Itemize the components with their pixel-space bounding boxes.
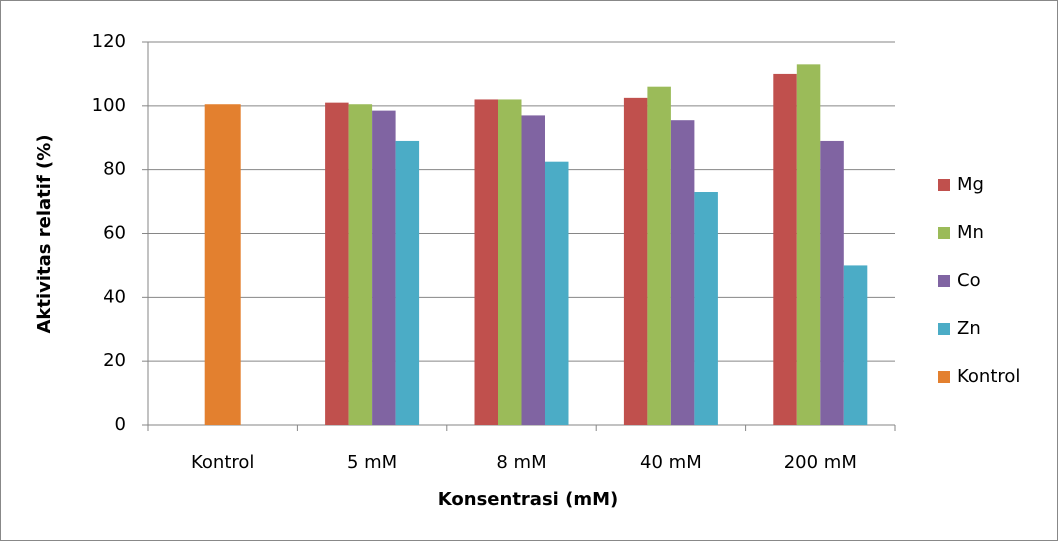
legend-label: Mn <box>957 222 984 243</box>
x-tick-label: Kontrol <box>191 452 254 473</box>
bar <box>797 64 821 425</box>
bar <box>694 192 718 425</box>
bar <box>325 103 349 425</box>
chart: Konsentrasi (mM) Aktivitas relatif (%) 0… <box>0 0 1059 542</box>
legend-swatch <box>938 275 950 287</box>
bar <box>205 104 241 425</box>
bar <box>475 99 499 425</box>
bar <box>522 115 546 425</box>
y-axis-title: Aktivitas relatif (%) <box>34 134 55 333</box>
legend-label: Kontrol <box>957 366 1020 387</box>
x-axis-title: Konsentrasi (mM) <box>438 489 618 510</box>
bar <box>498 99 522 425</box>
bar <box>773 74 797 425</box>
y-tick-label: 40 <box>103 286 126 307</box>
legend-label: Co <box>957 270 981 291</box>
bar <box>396 141 420 425</box>
y-tick-label: 100 <box>92 95 126 116</box>
legend-swatch <box>938 179 950 191</box>
x-tick-label: 200 mM <box>784 452 857 473</box>
legend-swatch <box>938 323 950 335</box>
bar <box>647 87 671 425</box>
y-tick-label: 0 <box>115 414 126 435</box>
x-tick-label: 40 mM <box>640 452 702 473</box>
y-tick-label: 80 <box>103 159 126 180</box>
bar <box>820 141 844 425</box>
bar <box>372 111 396 425</box>
y-tick-label: 120 <box>92 31 126 52</box>
bar <box>545 162 569 425</box>
y-tick-label: 20 <box>103 350 126 371</box>
legend-label: Zn <box>957 318 981 339</box>
bar <box>844 265 868 425</box>
bar <box>671 120 695 425</box>
legend-label: Mg <box>957 174 984 195</box>
legend-swatch <box>938 371 950 383</box>
y-tick-label: 60 <box>103 223 126 244</box>
x-tick-label: 5 mM <box>347 452 397 473</box>
legend-swatch <box>938 227 950 239</box>
bar <box>624 98 648 425</box>
bar <box>349 104 373 425</box>
x-tick-label: 8 mM <box>496 452 546 473</box>
